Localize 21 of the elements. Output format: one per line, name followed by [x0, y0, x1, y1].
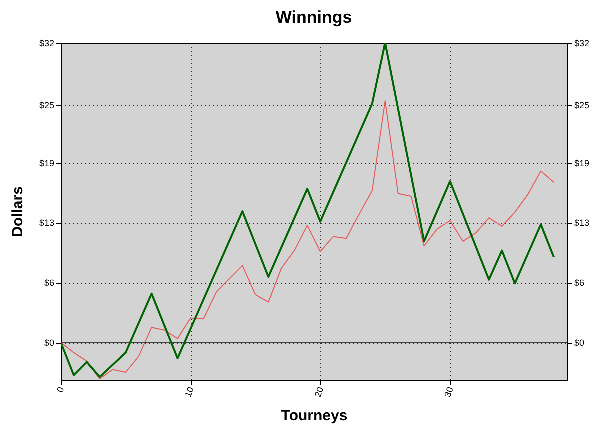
y2-tick-label: $32: [574, 38, 590, 48]
y-tick-label: $19: [39, 158, 54, 168]
x-tick-label: 10: [183, 386, 196, 399]
line-series: [61, 100, 555, 380]
y-tick-label: $32: [39, 38, 54, 48]
y2-tick-label: $19: [574, 158, 590, 168]
chart-title: Winnings: [276, 8, 352, 27]
x-tick-label: 30: [442, 386, 456, 399]
x-tick-label: 20: [312, 386, 326, 399]
y-tick-label: $25: [39, 100, 54, 110]
y2-tick-label: $6: [574, 278, 585, 288]
y2-tick-label: $0: [574, 338, 585, 348]
x-axis-title: Tourneys: [281, 408, 348, 425]
x-tick-label: 0: [55, 386, 66, 394]
y-tick-label: $0: [44, 338, 54, 348]
y2-tick-label: $13: [574, 218, 590, 228]
y2-tick-label: $25: [574, 100, 590, 110]
y-axis-title: Dollars: [9, 186, 26, 238]
y-tick-label: $6: [44, 278, 54, 288]
y-tick-label: $13: [39, 218, 54, 228]
line-series: [61, 43, 556, 378]
